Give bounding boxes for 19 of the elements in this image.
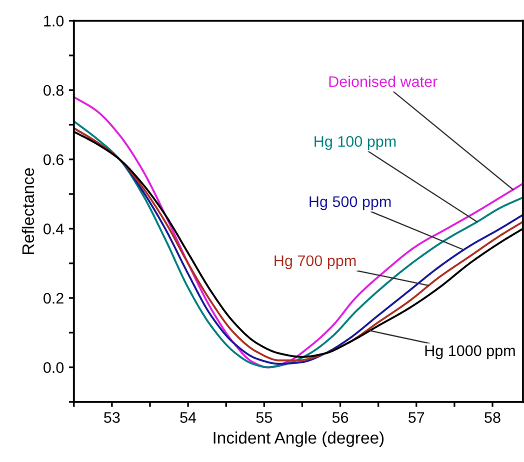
text: Deionised water (329, 76, 438, 88)
text: Hg 500 ppm (310, 196, 391, 210)
x-axis-title: Incident Angle (degree) (214, 431, 384, 447)
text: Hg 100 ppm (314, 136, 396, 150)
x-tick-label: 56 (332, 412, 348, 423)
x-tick-label: 58 (484, 412, 500, 423)
y-tick-label: 1.0 (44, 16, 64, 26)
y-tick-label: 0.8 (44, 84, 64, 96)
text: Hg 700 ppm (274, 255, 356, 270)
y-tick-label: 0.4 (44, 224, 64, 234)
x-tick-label: 55 (256, 412, 272, 423)
y-tick-label: 0.0 (44, 362, 64, 373)
x-tick-label: 53 (104, 412, 120, 423)
x-tick-label: 54 (180, 412, 196, 423)
x-tick-label: 57 (408, 412, 424, 423)
text: Hg 1000 ppm (425, 345, 515, 360)
y-tick-label: 0.6 (44, 154, 64, 166)
y-axis-title: Reflectance (22, 168, 34, 254)
y-tick-label: 0.2 (44, 292, 64, 304)
